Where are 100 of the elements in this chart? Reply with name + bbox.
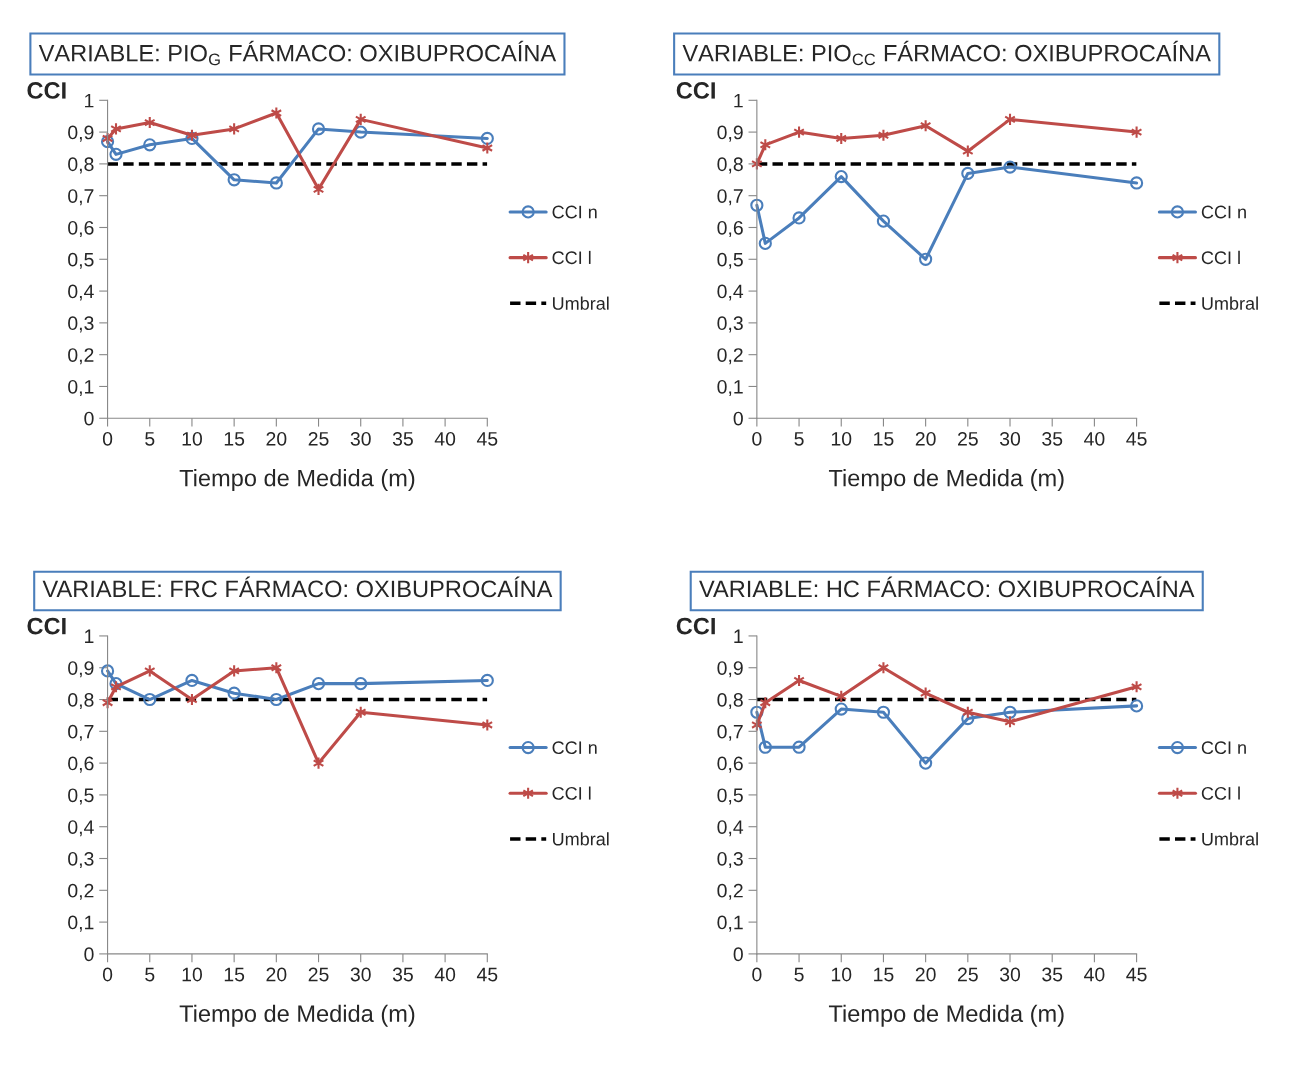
- point: [758, 236, 772, 250]
- point: [185, 673, 199, 688]
- y-tick-label: 0,5: [717, 788, 743, 805]
- x-tick-label: 0: [102, 431, 113, 446]
- legend-label: Umbral: [553, 832, 609, 846]
- y-axis-title: CCI: [27, 617, 66, 635]
- legend-label: CCI l: [1201, 786, 1240, 800]
- point: [961, 712, 975, 726]
- chart-title: VARIABLE: PIO$_{CC}$ FÁRMACO: OXIBUPROCAÍNA: [682, 40, 1211, 66]
- y-tick-label: 0,6: [68, 756, 94, 773]
- x-tick-label: 15: [874, 967, 894, 982]
- x-tick-label: 35: [1042, 431, 1063, 446]
- y-tick-label: 1: [734, 629, 743, 643]
- x-tick-label: 45: [1126, 967, 1147, 982]
- y-tick-label: 0,2: [68, 883, 94, 900]
- x-tick-label: 30: [999, 967, 1021, 982]
- y-tick-label: 0,8: [68, 157, 94, 174]
- point: [480, 673, 494, 688]
- y-tick-label: 0,7: [68, 189, 94, 206]
- x-tick-label: 25: [308, 431, 329, 446]
- point: [100, 664, 115, 678]
- y-tick-label: 0: [733, 411, 743, 426]
- point: [311, 122, 326, 136]
- x-axis-title: Tiempo de Medida (m): [179, 1004, 415, 1027]
- y-axis-title: CCI: [676, 617, 715, 635]
- y-tick-label: 0,6: [68, 220, 94, 238]
- point: [185, 131, 199, 146]
- x-tick-label: 40: [1084, 431, 1105, 446]
- x-tick-label: 25: [308, 967, 329, 982]
- y-tick-label: 0,4: [68, 284, 94, 301]
- y-tick-label: 1: [85, 629, 94, 643]
- point: [311, 677, 326, 691]
- y-tick-label: 0,4: [68, 820, 94, 837]
- legend-label: CCI l: [552, 250, 591, 265]
- x-tick-label: 5: [145, 432, 155, 446]
- y-tick-label: 0,1: [717, 915, 743, 932]
- point: [1130, 699, 1144, 713]
- x-tick-label: 30: [350, 967, 371, 982]
- y-tick-label: 0,8: [68, 692, 94, 710]
- point: [109, 147, 123, 161]
- y-tick-label: 0,3: [717, 316, 743, 333]
- x-tick-label: 20: [915, 967, 936, 982]
- y-tick-label: 0,9: [68, 661, 94, 678]
- point: [792, 740, 806, 754]
- chart-title: VARIABLE: PIO$_{G}$ FÁRMACO: OXIBUPROCAÍNA: [38, 40, 557, 66]
- x-tick-label: 25: [957, 431, 978, 446]
- y-tick-label: 0,9: [68, 125, 94, 142]
- point: [480, 131, 494, 146]
- x-tick-label: 10: [182, 431, 203, 446]
- point: [792, 211, 806, 225]
- x-tick-label: 30: [350, 431, 371, 446]
- point: [227, 173, 241, 187]
- point: [100, 135, 115, 149]
- point: [834, 702, 848, 716]
- point: [919, 756, 933, 770]
- x-tick-label: 45: [1126, 432, 1147, 446]
- x-tick-label: 5: [145, 967, 155, 982]
- x-tick-label: 45: [476, 432, 498, 446]
- x-tick-label: 5: [794, 967, 804, 982]
- x-tick-label: 35: [392, 967, 413, 982]
- point: [312, 182, 325, 196]
- x-tick-label: 10: [831, 967, 852, 982]
- x-tick-label: 40: [434, 967, 456, 982]
- point: [1130, 176, 1144, 190]
- x-tick-label: 10: [182, 967, 203, 982]
- point: [961, 166, 975, 181]
- point: [750, 198, 764, 212]
- x-tick-label: 5: [794, 432, 804, 446]
- legend-label: CCI n: [552, 205, 597, 219]
- y-tick-label: 0,3: [68, 316, 94, 333]
- y-tick-label: 0,8: [717, 157, 743, 174]
- point: [1003, 705, 1017, 719]
- point: [143, 138, 157, 152]
- x-tick-label: 0: [752, 431, 762, 446]
- x-tick-label: 35: [1042, 967, 1063, 982]
- chart-title: VARIABLE: FRC FÁRMACO: OXIBUPROCAÍNA: [42, 576, 553, 598]
- point: [312, 756, 325, 770]
- y-tick-label: 0,3: [68, 851, 94, 869]
- legend-label: CCI n: [552, 741, 597, 755]
- y-tick-label: 0,9: [717, 661, 743, 678]
- y-axis-title: CCI: [676, 82, 715, 99]
- x-tick-label: 20: [266, 967, 287, 982]
- y-tick-label: 0,9: [717, 125, 743, 142]
- y-tick-label: 0: [84, 411, 94, 426]
- x-axis-title: Tiempo de Medida (m): [179, 469, 415, 492]
- legend-label: CCI l: [1201, 250, 1240, 265]
- x-tick-label: 20: [915, 431, 936, 446]
- y-tick-label: 0,3: [717, 851, 743, 869]
- y-tick-label: 0,7: [68, 724, 94, 741]
- point: [227, 686, 241, 700]
- y-tick-label: 0,1: [68, 915, 94, 932]
- y-tick-label: 0,7: [717, 189, 743, 206]
- y-tick-label: 0,1: [717, 379, 743, 396]
- point: [354, 677, 368, 691]
- y-tick-label: 0,8: [717, 692, 743, 710]
- y-tick-label: 0,6: [717, 220, 743, 238]
- x-tick-label: 30: [999, 431, 1021, 446]
- x-tick-label: 35: [392, 431, 413, 446]
- legend-label: CCI n: [1201, 741, 1246, 755]
- y-tick-label: 0: [733, 947, 743, 962]
